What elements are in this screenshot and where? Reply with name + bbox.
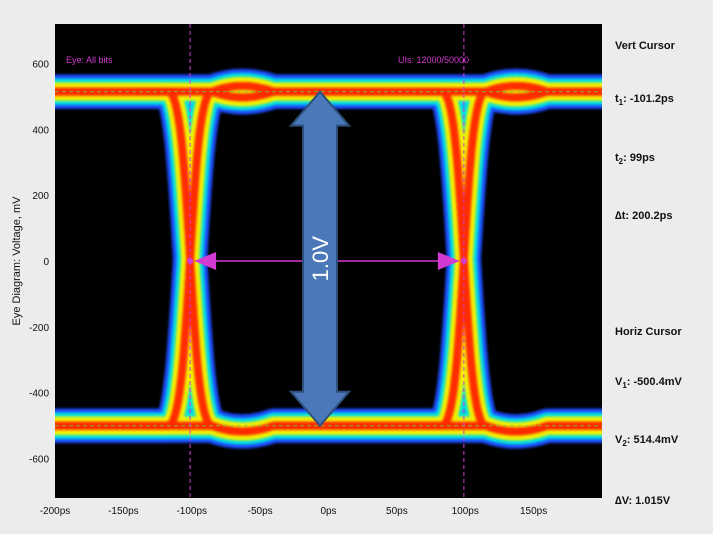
x-tick-label: 50ps — [386, 506, 408, 517]
y-tick-label: 200 — [32, 191, 49, 202]
t1-value: : -101.2ps — [623, 93, 674, 105]
v2-sub: 2 — [622, 439, 627, 449]
amplitude-arrow-label: 1.0V — [308, 236, 333, 282]
delta-v-readout: ∆V: 1.015V — [615, 495, 671, 507]
v2-value: : 514.4mV — [626, 434, 679, 446]
y-axis-label: Eye Diagram: Voltage, mV — [11, 196, 23, 326]
x-tick-label: 100ps — [452, 506, 479, 517]
annotations: Eye: All bits UIs: 12000/50000 — [66, 55, 469, 65]
horiz-cursor-title: Horiz Cursor — [615, 326, 682, 338]
delta-t-readout: ∆t: 200.2ps — [615, 210, 673, 222]
v1-label: V — [615, 376, 623, 388]
y-tick-label: 0 — [43, 257, 49, 268]
y-tick-label: -600 — [29, 455, 49, 466]
v1-readout: V1: -500.4mV — [615, 376, 682, 390]
y-tick-label: 400 — [32, 125, 49, 136]
y-tick-label: -200 — [29, 323, 49, 334]
t2-value: : 99ps — [623, 152, 655, 164]
vert-cursor-title: Vert Cursor — [615, 40, 675, 52]
delta-t-arrowhead-left — [194, 252, 217, 270]
x-tick-label: 0ps — [320, 506, 336, 517]
v2-label: V — [615, 434, 623, 446]
t1-sub: 1 — [618, 98, 624, 108]
cursor-readouts: Vert Cursor t1: -101.2ps t2: 99ps ∆t: 20… — [612, 0, 713, 534]
x-tick-label: -100ps — [176, 506, 207, 517]
crossing-point-2 — [460, 258, 467, 264]
axes: -200ps -150ps -100ps -50ps 0ps 50ps 100ps 150ps… — [29, 60, 547, 518]
x-tick-label: -200ps — [40, 506, 71, 517]
x-tick-label: -150ps — [108, 506, 139, 517]
crossing-point-1 — [187, 258, 194, 264]
x-tick-label: 150ps — [520, 506, 547, 517]
eye-mode-annotation: Eye: All bits — [66, 55, 113, 65]
ui-count-annotation: UIs: 12000/50000 — [398, 55, 469, 65]
delta-t-arrowhead-right — [437, 252, 460, 270]
x-tick-label: -50ps — [248, 506, 273, 517]
amplitude-arrow: 1.0V — [288, 90, 352, 428]
v1-value: : -500.4mV — [626, 376, 682, 388]
v2-readout: V2: 514.4mV — [615, 434, 678, 448]
y-tick-label: -400 — [29, 389, 49, 400]
v1-sub: 1 — [622, 381, 627, 391]
t2-label: t — [615, 152, 619, 164]
t1-readout: t1: -101.2ps — [615, 93, 674, 107]
t2-readout: t2: 99ps — [615, 152, 655, 166]
t1-label: t — [615, 93, 619, 105]
y-tick-label: 600 — [32, 60, 49, 71]
amplitude-arrow-shape — [288, 90, 352, 428]
t2-sub: 2 — [618, 157, 624, 167]
